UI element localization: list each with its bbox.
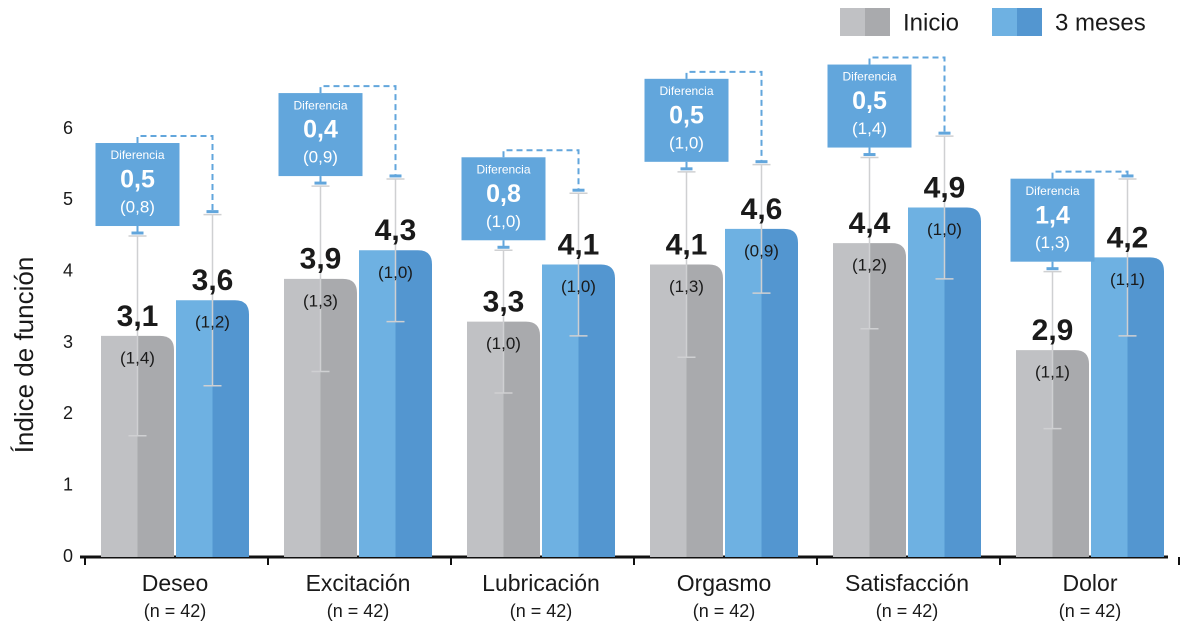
error-label: (1,2) [852, 256, 887, 275]
difference-title: Diferencia [842, 70, 896, 84]
value-label: 4,9 [924, 171, 966, 204]
x-tick-note: (n = 42) [876, 601, 939, 621]
value-label: 2,9 [1032, 314, 1074, 347]
bar [650, 264, 723, 557]
x-tick-note: (n = 42) [327, 601, 390, 621]
difference-box [644, 78, 729, 162]
value-label: 4,4 [849, 207, 891, 240]
bar [467, 321, 540, 557]
difference-title: Diferencia [293, 98, 347, 112]
legend-label: 3 meses [1055, 9, 1146, 36]
difference-title: Diferencia [110, 148, 164, 162]
error-label: (1,3) [669, 277, 704, 296]
error-label: (0,9) [744, 241, 779, 260]
x-tick-note: (n = 42) [144, 601, 207, 621]
difference-error: (1,0) [669, 133, 704, 152]
difference-error: (0,8) [120, 197, 155, 216]
difference-value: 0,4 [303, 116, 338, 144]
difference-box [461, 157, 546, 241]
difference-value: 0,5 [120, 166, 155, 194]
error-label: (1,0) [378, 263, 413, 282]
bar [833, 243, 906, 557]
y-tick-label: 3 [63, 332, 73, 352]
difference-box [827, 64, 912, 148]
legend-swatch [840, 8, 890, 36]
bar [1091, 257, 1164, 557]
bar [1016, 350, 1089, 557]
y-tick-label: 2 [63, 403, 73, 423]
x-tick-label: Satisfacción [845, 570, 969, 596]
value-label: 4,2 [1107, 221, 1149, 254]
difference-bracket [136, 135, 214, 211]
difference-error: (1,4) [852, 119, 887, 138]
error-label: (1,0) [927, 220, 962, 239]
bar [542, 264, 615, 557]
x-tick-note: (n = 42) [1059, 601, 1122, 621]
y-tick-label: 6 [63, 118, 73, 138]
legend-swatch [992, 8, 1042, 36]
value-label: 4,1 [558, 228, 600, 261]
x-tick-label: Dolor [1063, 570, 1118, 596]
difference-box [1010, 178, 1095, 262]
difference-error: (0,9) [303, 148, 338, 167]
y-tick-label: 5 [63, 189, 73, 209]
bar [359, 250, 432, 557]
x-tick-label: Orgasmo [677, 570, 772, 596]
difference-value: 0,8 [486, 180, 521, 208]
x-tick-label: Deseo [142, 570, 208, 596]
error-label: (1,3) [303, 291, 338, 310]
difference-bracket [685, 70, 763, 161]
value-label: 4,1 [666, 228, 708, 261]
value-label: 3,3 [483, 286, 525, 319]
difference-title: Diferencia [1025, 184, 1079, 198]
x-tick-note: (n = 42) [693, 601, 756, 621]
difference-box [95, 143, 180, 227]
value-label: 4,6 [741, 193, 783, 226]
bar [725, 228, 798, 557]
difference-title: Diferencia [476, 162, 530, 176]
y-tick-label: 1 [63, 474, 73, 494]
difference-value: 0,5 [669, 101, 704, 129]
difference-bracket [502, 149, 580, 190]
difference-bracket [319, 85, 397, 175]
difference-box [278, 93, 363, 177]
difference-error: (1,3) [1035, 233, 1070, 252]
bar [101, 335, 174, 557]
legend-label: Inicio [903, 9, 959, 36]
error-label: (1,1) [1035, 363, 1070, 382]
difference-error: (1,0) [486, 212, 521, 231]
value-label: 3,1 [117, 300, 159, 333]
bar [284, 278, 357, 557]
difference-value: 0,5 [852, 87, 887, 115]
error-label: (1,1) [1110, 270, 1145, 289]
difference-bracket [868, 56, 946, 133]
x-tick-note: (n = 42) [510, 601, 573, 621]
value-label: 3,6 [192, 264, 234, 297]
value-label: 4,3 [375, 214, 417, 247]
error-label: (1,4) [120, 348, 155, 367]
bar [176, 300, 249, 557]
y-tick-label: 0 [63, 546, 73, 566]
error-label: (1,0) [561, 277, 596, 296]
x-tick-label: Lubricación [482, 570, 600, 596]
y-axis-label: Índice de función [9, 257, 39, 454]
difference-value: 1,4 [1035, 201, 1070, 229]
difference-title: Diferencia [659, 84, 713, 98]
y-tick-label: 4 [63, 260, 73, 280]
value-label: 3,9 [300, 243, 342, 276]
error-label: (1,2) [195, 313, 230, 332]
bar [908, 207, 981, 557]
x-tick-label: Excitación [306, 570, 411, 596]
difference-bracket [1051, 170, 1129, 179]
error-label: (1,0) [486, 334, 521, 353]
